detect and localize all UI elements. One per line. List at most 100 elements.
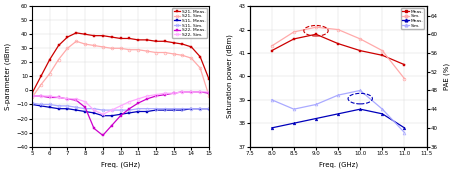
Line: Meas.: Meas. — [270, 33, 406, 66]
S21, Meas. — [188, 46, 194, 48]
S22, Sim. — [91, 109, 97, 111]
Sim. — [357, 89, 363, 92]
Meas. — [357, 108, 363, 110]
S21, Meas. — [38, 75, 44, 77]
S11, Sim. — [171, 108, 176, 110]
Legend: Meas., Sim., Meas., Sim.: Meas., Sim., Meas., Sim. — [401, 8, 424, 29]
S22, Meas. — [56, 96, 61, 99]
S22, Sim. — [82, 101, 88, 103]
Meas. — [357, 50, 363, 52]
S21, Sim. — [118, 47, 123, 49]
Line: S11, Meas.: S11, Meas. — [30, 103, 210, 117]
S11, Sim. — [64, 105, 70, 107]
S22, Meas. — [118, 115, 123, 117]
S21, Sim. — [162, 51, 168, 53]
Meas. — [291, 38, 296, 40]
X-axis label: Freq. (GHz): Freq. (GHz) — [101, 161, 140, 168]
S11, Meas. — [127, 112, 132, 114]
S21, Sim. — [91, 44, 97, 46]
S11, Sim. — [30, 102, 35, 104]
Sim. — [269, 99, 275, 101]
Meas. — [380, 113, 385, 115]
S22, Sim. — [135, 98, 141, 100]
S11, Meas. — [100, 115, 105, 117]
Sim. — [380, 108, 385, 110]
S11, Sim. — [82, 108, 88, 110]
S21, Sim. — [64, 47, 70, 49]
S21, Sim. — [109, 47, 114, 49]
S11, Sim. — [144, 108, 150, 110]
S21, Meas. — [144, 39, 150, 41]
S22, Meas. — [47, 96, 53, 99]
S22, Meas. — [38, 95, 44, 97]
Line: S22, Sim.: S22, Sim. — [30, 90, 210, 116]
S11, Sim. — [162, 108, 168, 110]
S22, Meas. — [30, 95, 35, 97]
S21, Sim. — [153, 51, 158, 53]
S11, Sim. — [188, 108, 194, 110]
S11, Sim. — [197, 108, 203, 110]
S11, Meas. — [47, 106, 53, 108]
S22, Sim. — [127, 101, 132, 103]
S11, Meas. — [64, 108, 70, 110]
S21, Sim. — [56, 58, 61, 61]
Line: S22, Meas.: S22, Meas. — [30, 90, 210, 137]
S21, Meas. — [206, 78, 212, 80]
Meas. — [269, 127, 275, 129]
Sim. — [313, 103, 319, 105]
S11, Sim. — [109, 109, 114, 111]
Meas. — [313, 117, 319, 120]
S21, Meas. — [30, 92, 35, 94]
S21, Sim. — [180, 54, 185, 56]
S22, Meas. — [197, 91, 203, 93]
S11, Sim. — [100, 109, 105, 111]
S21, Sim. — [74, 40, 79, 42]
S11, Meas. — [56, 108, 61, 110]
S21, Meas. — [162, 40, 168, 42]
S21, Meas. — [135, 39, 141, 41]
S22, Meas. — [64, 98, 70, 100]
S11, Meas. — [38, 105, 44, 107]
S11, Meas. — [162, 109, 168, 111]
S11, Sim. — [118, 109, 123, 111]
Sim. — [402, 78, 407, 80]
S22, Meas. — [153, 95, 158, 97]
Meas. — [380, 54, 385, 56]
S11, Sim. — [56, 105, 61, 107]
S11, Meas. — [109, 115, 114, 117]
S11, Sim. — [206, 108, 212, 110]
S22, Meas. — [144, 98, 150, 100]
S21, Meas. — [64, 36, 70, 38]
S22, Sim. — [109, 109, 114, 111]
S22, Sim. — [188, 91, 194, 93]
Sim. — [269, 45, 275, 47]
S11, Meas. — [197, 108, 203, 110]
Sim. — [357, 38, 363, 40]
S22, Meas. — [91, 127, 97, 129]
Sim. — [336, 29, 341, 31]
S21, Meas. — [47, 58, 53, 61]
Y-axis label: Saturation power (dBm): Saturation power (dBm) — [227, 34, 233, 118]
S21, Meas. — [197, 56, 203, 58]
S21, Meas. — [91, 35, 97, 37]
S21, Sim. — [38, 84, 44, 86]
S21, Sim. — [30, 96, 35, 99]
S11, Sim. — [74, 106, 79, 108]
Sim. — [402, 132, 407, 134]
S11, Sim. — [153, 108, 158, 110]
S22, Meas. — [135, 102, 141, 104]
S22, Meas. — [162, 94, 168, 96]
S22, Sim. — [197, 91, 203, 93]
S21, Sim. — [135, 49, 141, 51]
S22, Sim. — [180, 91, 185, 93]
S21, Meas. — [82, 33, 88, 35]
S21, Sim. — [100, 46, 105, 48]
X-axis label: Freq. (GHz): Freq. (GHz) — [319, 161, 358, 168]
Sim. — [313, 26, 319, 28]
S22, Sim. — [162, 92, 168, 94]
Sim. — [380, 50, 385, 52]
Legend: S21, Meas., S21, Sim., S11, Meas., S11, Sim., S22, Meas., S22, Sim.: S21, Meas., S21, Sim., S11, Meas., S11, … — [173, 8, 207, 38]
S11, Meas. — [118, 113, 123, 115]
Line: S21, Meas.: S21, Meas. — [30, 31, 210, 95]
S11, Meas. — [30, 103, 35, 105]
